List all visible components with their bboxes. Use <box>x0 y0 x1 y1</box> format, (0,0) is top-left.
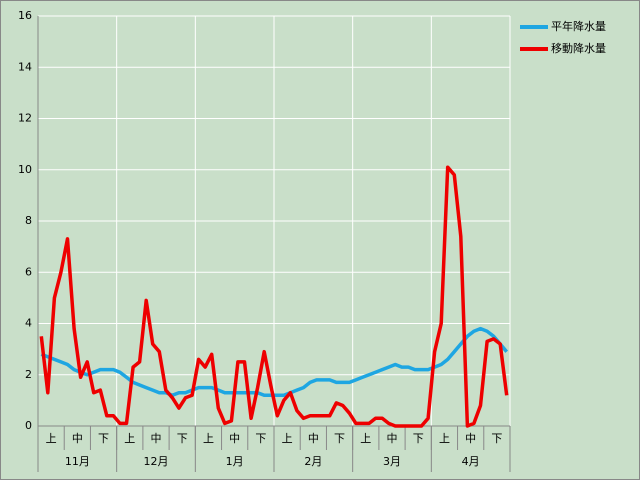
x-tick-label: 中 <box>72 432 83 445</box>
x-tick-label: 中 <box>151 432 162 445</box>
x-group-label: 2月 <box>304 455 322 468</box>
x-group-label: 11月 <box>65 455 90 468</box>
x-tick-label: 下 <box>491 432 502 445</box>
x-tick-label: 下 <box>413 432 424 445</box>
x-tick-label: 上 <box>439 432 450 445</box>
y-tick-label: 0 <box>25 419 32 432</box>
y-tick-label: 4 <box>25 317 32 330</box>
x-group-label: 3月 <box>383 455 401 468</box>
x-tick-label: 中 <box>308 432 319 445</box>
y-tick-label: 14 <box>18 60 32 73</box>
y-tick-label: 16 <box>18 9 32 22</box>
x-tick-label: 下 <box>334 432 345 445</box>
x-tick-label: 中 <box>387 432 398 445</box>
x-tick-label: 上 <box>203 432 214 445</box>
legend-label: 移動降水量 <box>551 41 606 55</box>
x-tick-label: 上 <box>46 432 57 445</box>
y-tick-label: 2 <box>25 368 32 381</box>
x-tick-label: 上 <box>124 432 135 445</box>
x-group-label: 1月 <box>226 455 244 468</box>
legend-label: 平年降水量 <box>551 19 606 33</box>
x-tick-label: 上 <box>360 432 371 445</box>
x-tick-label: 上 <box>282 432 293 445</box>
series-line <box>39 165 509 428</box>
y-tick-label: 10 <box>18 163 32 176</box>
x-tick-label: 下 <box>177 432 188 445</box>
y-tick-label: 12 <box>18 112 32 125</box>
x-tick-label: 下 <box>255 432 266 445</box>
x-tick-label: 中 <box>465 432 476 445</box>
x-group-label: 4月 <box>462 455 480 468</box>
x-tick-label: 下 <box>98 432 109 445</box>
y-tick-label: 6 <box>25 265 32 278</box>
x-tick-label: 中 <box>229 432 240 445</box>
y-tick-label: 8 <box>25 214 32 227</box>
x-group-label: 12月 <box>144 455 169 468</box>
